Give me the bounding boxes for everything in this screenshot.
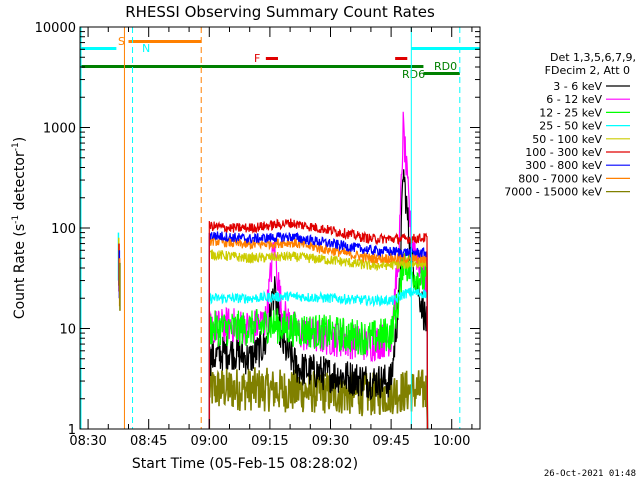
x-tick-label: 08:45 [130,434,167,449]
series-layer [117,111,429,430]
flag-bar-rd6 [423,72,460,75]
series-line-300to800keV [208,231,429,430]
flag-bar-f [395,57,408,60]
y-axis-label: Count Rate (s-1 detector-1) [11,137,28,319]
x-tick-label: 10:00 [433,434,470,449]
legend-entry-label: 3 - 6 keV [553,80,602,93]
legend-entry-label: 12 - 25 keV [539,106,602,119]
vline-layer [80,27,461,429]
series-line-3to6keV [208,169,429,430]
y-tick-label: 10000 [35,21,76,36]
legend-header-decim: FDecim 2, Att 0 [545,64,630,77]
flag-label-s: S [118,35,125,48]
y-tick-label: 1000 [43,122,76,137]
flag-bar-n [80,47,117,50]
legend-entry-label: 100 - 300 keV [525,146,602,159]
flag-label-rd0: RD0 [434,60,457,73]
series-line-25to50keV [208,287,429,430]
flag-label-n: N [142,42,150,55]
series-line-50to100keV [208,249,429,430]
footer-date: 26-Oct-2021 01:48 [544,469,636,479]
flag-bar-f [265,57,278,60]
x-axis-label: Start Time (05-Feb-15 08:28:02) [132,456,358,472]
flag-layer: S N F RD0 RD6 [80,35,480,81]
x-tick-label: 09:45 [372,434,409,449]
series-line-100to300keV [208,218,429,430]
flag-label-f: F [254,52,260,65]
y-tick-label: 10 [59,323,76,338]
x-tick-label: 08:30 [69,434,106,449]
y-tick-label: 1 [68,423,76,438]
legend-header-detectors: Det 1,3,5,6,7,9, [550,51,636,64]
legend-entry-label: 50 - 100 keV [532,133,602,146]
axes-layer: 1 10 100 1000 10000 08:30 08:45 09:00 09:15 09:30… [35,21,480,449]
legend-entry-label: 25 - 50 keV [539,120,602,133]
y-tick-label: 100 [51,222,76,237]
series-line-6to12keV [208,111,429,430]
legend-entry-label: 7000 - 15000 keV [504,186,602,199]
x-tick-label: 09:30 [312,434,349,449]
flag-label-rd6: RD6 [402,68,425,81]
legend: Det 1,3,5,6,7,9,FDecim 2, Att 0 3 - 6 keV… [504,51,636,199]
legend-entry-label: 800 - 7000 keV [518,172,602,185]
x-tick-label: 09:00 [191,434,228,449]
series-line-12to25keV [208,253,429,430]
legend-entry-label: 300 - 800 keV [525,159,602,172]
legend-entry-label: 6 - 12 keV [546,93,602,106]
x-tick-label: 09:15 [251,434,288,449]
flag-bar-s [128,40,202,43]
chart-title: RHESSI Observing Summary Count Rates [125,3,435,21]
flag-bar-rd0 [80,65,424,68]
flag-bar-n [411,47,480,50]
